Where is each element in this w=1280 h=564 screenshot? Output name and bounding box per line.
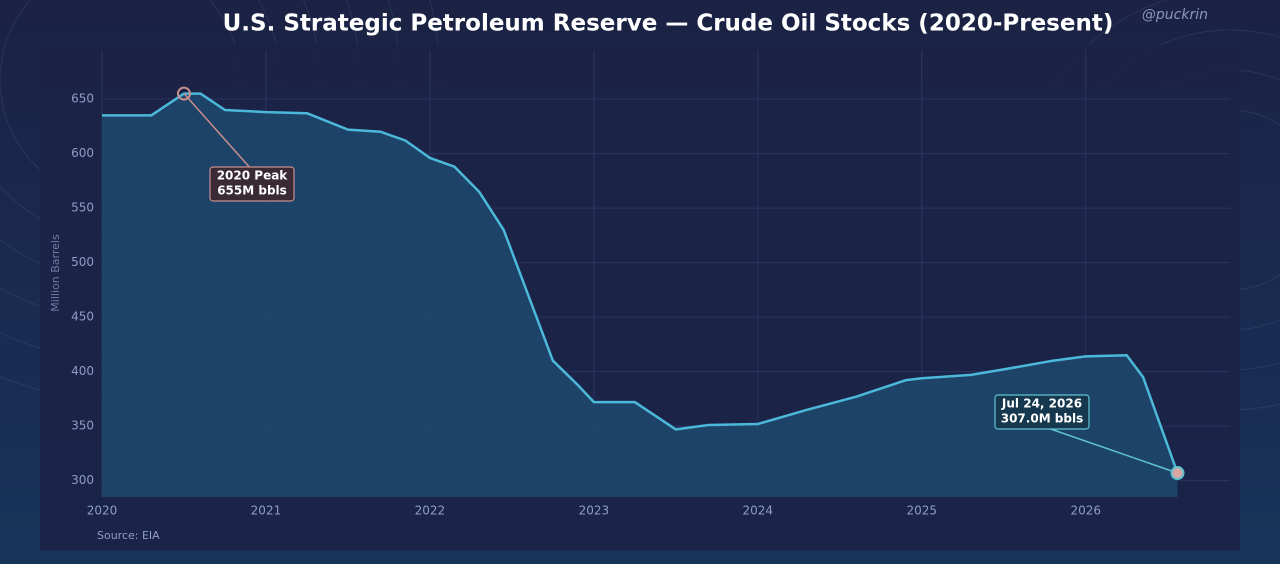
annotation-text: 2020 Peak	[217, 169, 289, 183]
y-tick-label: 350	[71, 419, 94, 433]
annotation-text: Jul 24, 2026	[1001, 397, 1082, 411]
x-tick-label: 2023	[579, 504, 610, 518]
annotation-point	[176, 86, 191, 101]
source-note: Source: EIA	[97, 529, 160, 542]
y-tick-label: 450	[71, 310, 94, 324]
y-tick-label: 600	[71, 146, 94, 160]
x-tick-label: 2022	[415, 504, 446, 518]
series-line	[102, 92, 1179, 474]
area-fill	[102, 93, 1178, 497]
y-tick-label: 400	[71, 364, 94, 378]
y-tick-label: 550	[71, 201, 94, 215]
annotation-arrow	[1041, 425, 1178, 474]
watermark: @puckrin	[1142, 7, 1208, 23]
annotation-point	[1170, 466, 1185, 481]
y-tick-label: 300	[71, 473, 94, 487]
chart-title: U.S. Strategic Petroleum Reserve — Crude…	[223, 11, 1114, 37]
x-tick-label: 2026	[1070, 504, 1101, 518]
annotation-text: 307.0M bbls	[1001, 412, 1084, 426]
y-tick-label: 650	[71, 92, 94, 106]
annotation-box	[209, 166, 295, 202]
annotation-text: 655M bbls	[217, 184, 287, 198]
y-axis-label: Million Barrels	[49, 234, 62, 312]
annotation-arrow	[183, 93, 253, 171]
x-tick-label: 2020	[87, 504, 118, 518]
annotation-box	[994, 394, 1090, 430]
y-tick-label: 500	[71, 255, 94, 269]
x-tick-label: 2021	[251, 504, 282, 518]
x-tick-label: 2025	[906, 504, 937, 518]
x-tick-label: 2024	[743, 504, 774, 518]
